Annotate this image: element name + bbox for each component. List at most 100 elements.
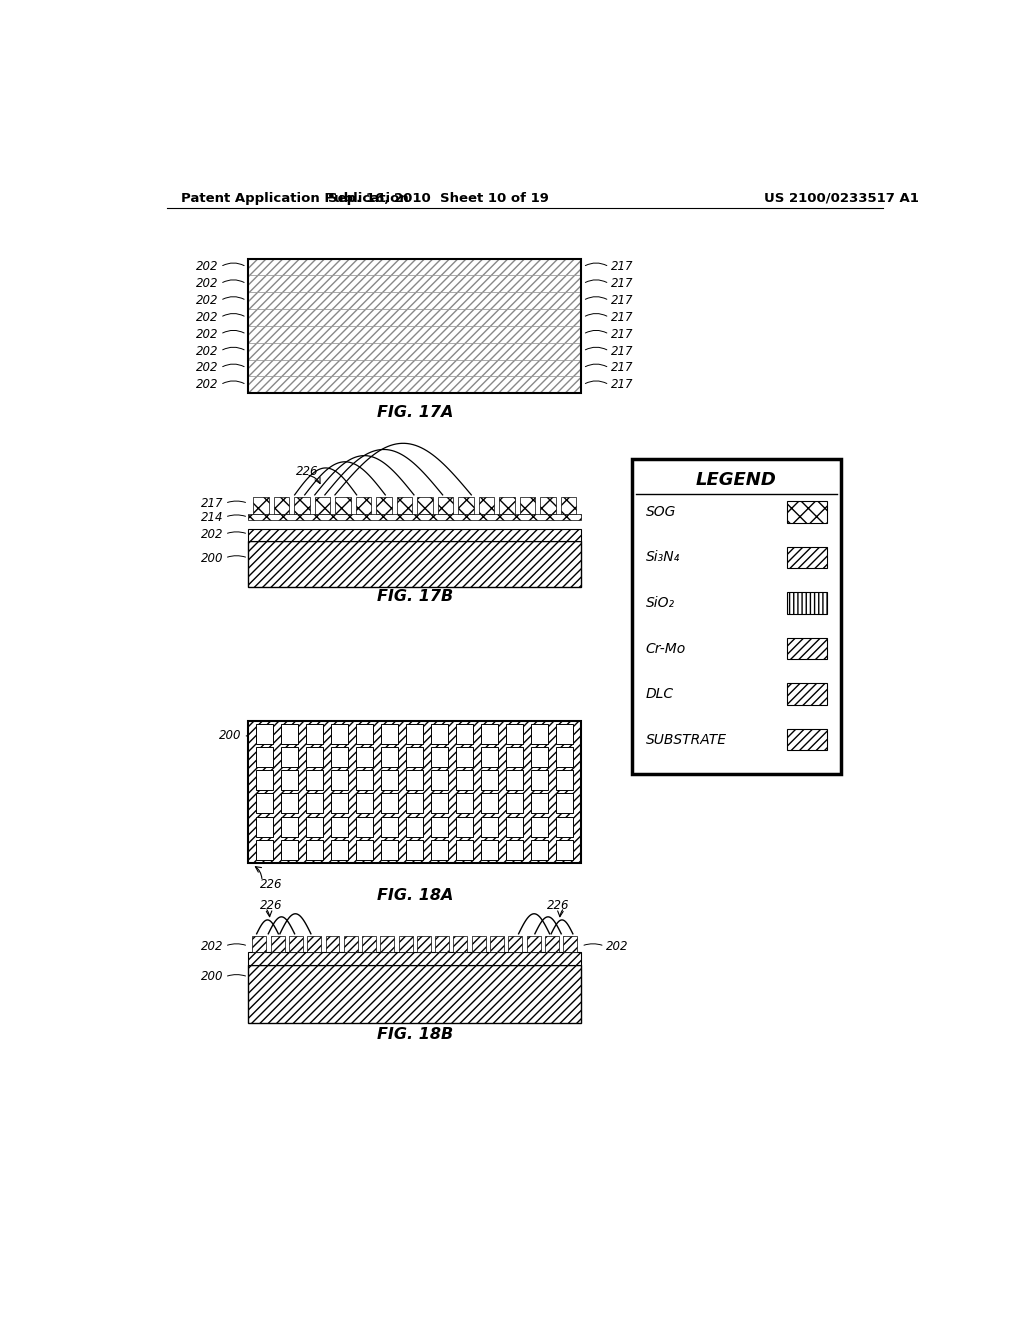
Bar (506, 817, 523, 837)
Text: 217: 217 (611, 379, 633, 391)
Bar (356, 747, 373, 767)
Text: 202: 202 (197, 294, 219, 308)
Bar (506, 770, 523, 791)
Text: FIG. 18A: FIG. 18A (377, 888, 453, 903)
Bar (248, 292, 582, 309)
Text: 202: 202 (197, 362, 219, 375)
Bar (556, 840, 573, 859)
Text: Cr-Mo: Cr-Mo (646, 642, 686, 656)
Bar (407, 747, 423, 767)
Bar (331, 723, 348, 743)
Bar (355, 498, 372, 515)
Bar (248, 965, 582, 1023)
Bar (417, 498, 433, 515)
Bar (376, 498, 392, 515)
Text: 217: 217 (611, 345, 633, 358)
Text: 200: 200 (201, 970, 223, 983)
Bar (381, 723, 398, 743)
Text: LEGEND: LEGEND (696, 471, 777, 490)
Bar (253, 936, 266, 952)
Text: SiO₂: SiO₂ (646, 595, 675, 610)
Bar (356, 770, 373, 791)
Text: 214: 214 (201, 511, 223, 524)
Text: 217: 217 (611, 312, 633, 323)
Bar (457, 723, 473, 743)
Text: 217: 217 (611, 260, 633, 273)
Bar (270, 936, 285, 952)
Bar (632, 459, 841, 775)
Bar (454, 936, 467, 952)
Bar (356, 793, 373, 813)
Bar (282, 817, 298, 837)
Bar (273, 498, 289, 515)
Bar (331, 747, 348, 767)
Bar (431, 817, 449, 837)
Text: 217: 217 (201, 496, 223, 510)
Bar (407, 723, 423, 743)
Text: 202: 202 (197, 312, 219, 323)
Bar (472, 936, 485, 952)
Bar (506, 793, 523, 813)
Bar (294, 498, 309, 515)
Bar (457, 840, 473, 859)
Bar (500, 498, 515, 515)
Bar (331, 817, 348, 837)
Text: Sep. 16, 2010  Sheet 10 of 19: Sep. 16, 2010 Sheet 10 of 19 (328, 191, 549, 205)
Bar (531, 840, 549, 859)
Bar (282, 723, 298, 743)
Bar (331, 840, 348, 859)
Bar (786, 638, 827, 659)
Bar (506, 747, 523, 767)
Bar (248, 721, 582, 863)
Bar (306, 747, 324, 767)
Text: 202: 202 (197, 379, 219, 391)
Bar (306, 817, 324, 837)
Bar (459, 498, 474, 515)
Bar (248, 326, 582, 343)
Bar (248, 309, 582, 326)
Bar (481, 793, 499, 813)
Bar (457, 770, 473, 791)
Bar (431, 840, 449, 859)
Bar (307, 936, 322, 952)
Bar (326, 936, 340, 952)
Bar (481, 723, 499, 743)
Text: 217: 217 (611, 327, 633, 341)
Bar (431, 747, 449, 767)
Text: FIG. 18B: FIG. 18B (377, 1027, 453, 1043)
Bar (531, 770, 549, 791)
Bar (786, 546, 827, 568)
Bar (356, 723, 373, 743)
Bar (531, 817, 549, 837)
Bar (556, 817, 573, 837)
Text: Patent Application Publication: Patent Application Publication (180, 191, 409, 205)
Bar (256, 817, 273, 837)
Bar (356, 840, 373, 859)
Bar (457, 747, 473, 767)
Bar (381, 770, 398, 791)
Bar (282, 840, 298, 859)
Text: SUBSTRATE: SUBSTRATE (646, 733, 727, 747)
Bar (479, 498, 495, 515)
Bar (248, 259, 582, 276)
Bar (481, 770, 499, 791)
Bar (282, 770, 298, 791)
Bar (289, 936, 303, 952)
Text: 202: 202 (201, 528, 223, 541)
Bar (561, 498, 577, 515)
Bar (490, 936, 504, 952)
Bar (457, 817, 473, 837)
Text: DLC: DLC (646, 688, 674, 701)
Bar (331, 770, 348, 791)
Bar (282, 793, 298, 813)
Bar (331, 793, 348, 813)
Bar (381, 747, 398, 767)
Text: 202: 202 (197, 277, 219, 290)
Text: 202: 202 (197, 345, 219, 358)
Bar (556, 793, 573, 813)
Bar (248, 359, 582, 376)
Bar (306, 840, 324, 859)
Bar (506, 840, 523, 859)
Text: 226: 226 (547, 899, 569, 912)
Text: 202: 202 (606, 940, 629, 953)
